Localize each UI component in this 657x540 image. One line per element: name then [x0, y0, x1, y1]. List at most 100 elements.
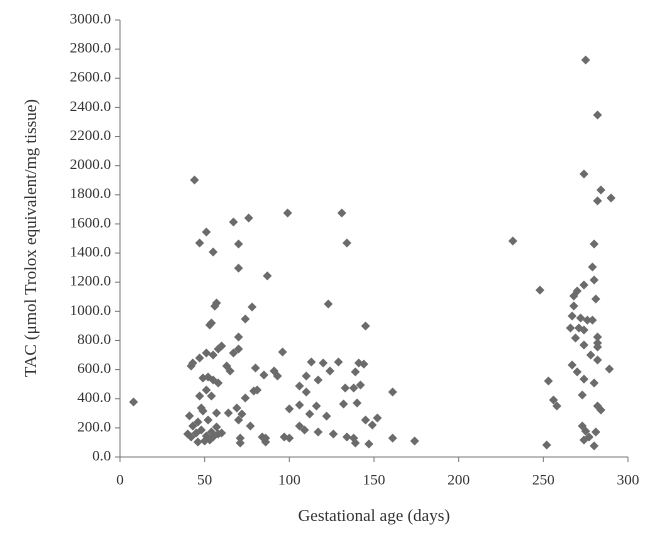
point — [342, 238, 352, 248]
point — [234, 263, 244, 273]
point — [340, 383, 350, 393]
point — [542, 440, 552, 450]
point — [201, 348, 211, 358]
y-tick-label: 3000.0 — [70, 11, 111, 27]
point — [543, 376, 553, 386]
y-tick-label: 400.0 — [77, 390, 111, 406]
point — [201, 227, 211, 237]
point — [225, 366, 235, 376]
point — [306, 357, 316, 367]
point — [318, 358, 328, 368]
point — [198, 406, 208, 416]
point — [576, 313, 586, 323]
point — [582, 315, 592, 325]
point — [210, 301, 220, 311]
point — [190, 175, 200, 185]
point — [567, 311, 577, 321]
point — [584, 432, 594, 442]
point — [195, 391, 205, 401]
point — [235, 433, 245, 443]
point — [186, 432, 196, 442]
point — [350, 367, 360, 377]
y-tick-label: 1200.0 — [70, 274, 111, 290]
point — [203, 415, 213, 425]
x-tick-label: 50 — [197, 472, 212, 488]
x-tick-label: 150 — [363, 472, 386, 488]
point — [589, 275, 599, 285]
point — [234, 344, 244, 354]
point — [548, 395, 558, 405]
point — [278, 347, 288, 357]
point — [579, 169, 589, 179]
y-tick-label: 2800.0 — [70, 41, 111, 57]
point — [593, 110, 603, 120]
point — [388, 387, 398, 397]
point — [305, 409, 315, 419]
point — [188, 421, 198, 431]
point — [577, 390, 587, 400]
point — [569, 301, 579, 311]
point — [193, 437, 203, 447]
point — [223, 408, 233, 418]
x-tick-label: 300 — [617, 472, 640, 488]
point — [301, 371, 311, 381]
point — [350, 438, 360, 448]
point — [410, 436, 420, 446]
x-tick-label: 100 — [278, 472, 301, 488]
point — [232, 403, 242, 413]
point — [301, 387, 311, 397]
point — [355, 380, 365, 390]
point — [589, 378, 599, 388]
point — [359, 359, 369, 369]
point — [328, 429, 338, 439]
point — [567, 360, 577, 370]
point — [333, 357, 343, 367]
y-tick-label: 800.0 — [77, 332, 111, 348]
point — [234, 415, 244, 425]
point — [352, 398, 362, 408]
point — [228, 348, 238, 358]
point — [565, 323, 575, 333]
point — [604, 364, 614, 374]
point — [205, 320, 215, 330]
point — [272, 371, 282, 381]
point — [593, 342, 603, 352]
point — [129, 397, 139, 407]
point — [237, 409, 247, 419]
point — [591, 427, 601, 437]
y-tick-label: 1800.0 — [70, 186, 111, 202]
point — [364, 439, 374, 449]
point — [581, 55, 591, 65]
y-axis-title: TAC (μmol Trolox equivalent/mg tissue) — [21, 99, 40, 377]
point — [208, 247, 218, 257]
x-tick-label: 200 — [447, 472, 470, 488]
point — [535, 285, 545, 295]
point — [581, 426, 591, 436]
point — [388, 433, 398, 443]
point — [250, 363, 260, 373]
point — [593, 332, 603, 342]
point — [262, 271, 272, 281]
point — [234, 332, 244, 342]
point — [195, 353, 205, 363]
y-tick-label: 2200.0 — [70, 128, 111, 144]
point — [294, 381, 304, 391]
point — [195, 238, 205, 248]
point — [361, 321, 371, 331]
point — [228, 217, 238, 227]
x-axis-title: Gestational age (days) — [298, 506, 450, 525]
point — [593, 196, 603, 206]
y-tick-label: 600.0 — [77, 361, 111, 377]
point — [217, 428, 227, 438]
point — [596, 185, 606, 195]
point — [234, 239, 244, 249]
point — [579, 280, 589, 290]
point — [212, 408, 222, 418]
point — [342, 432, 352, 442]
point — [589, 239, 599, 249]
point — [572, 367, 582, 377]
point — [596, 405, 606, 415]
point — [349, 383, 359, 393]
point — [284, 404, 294, 414]
